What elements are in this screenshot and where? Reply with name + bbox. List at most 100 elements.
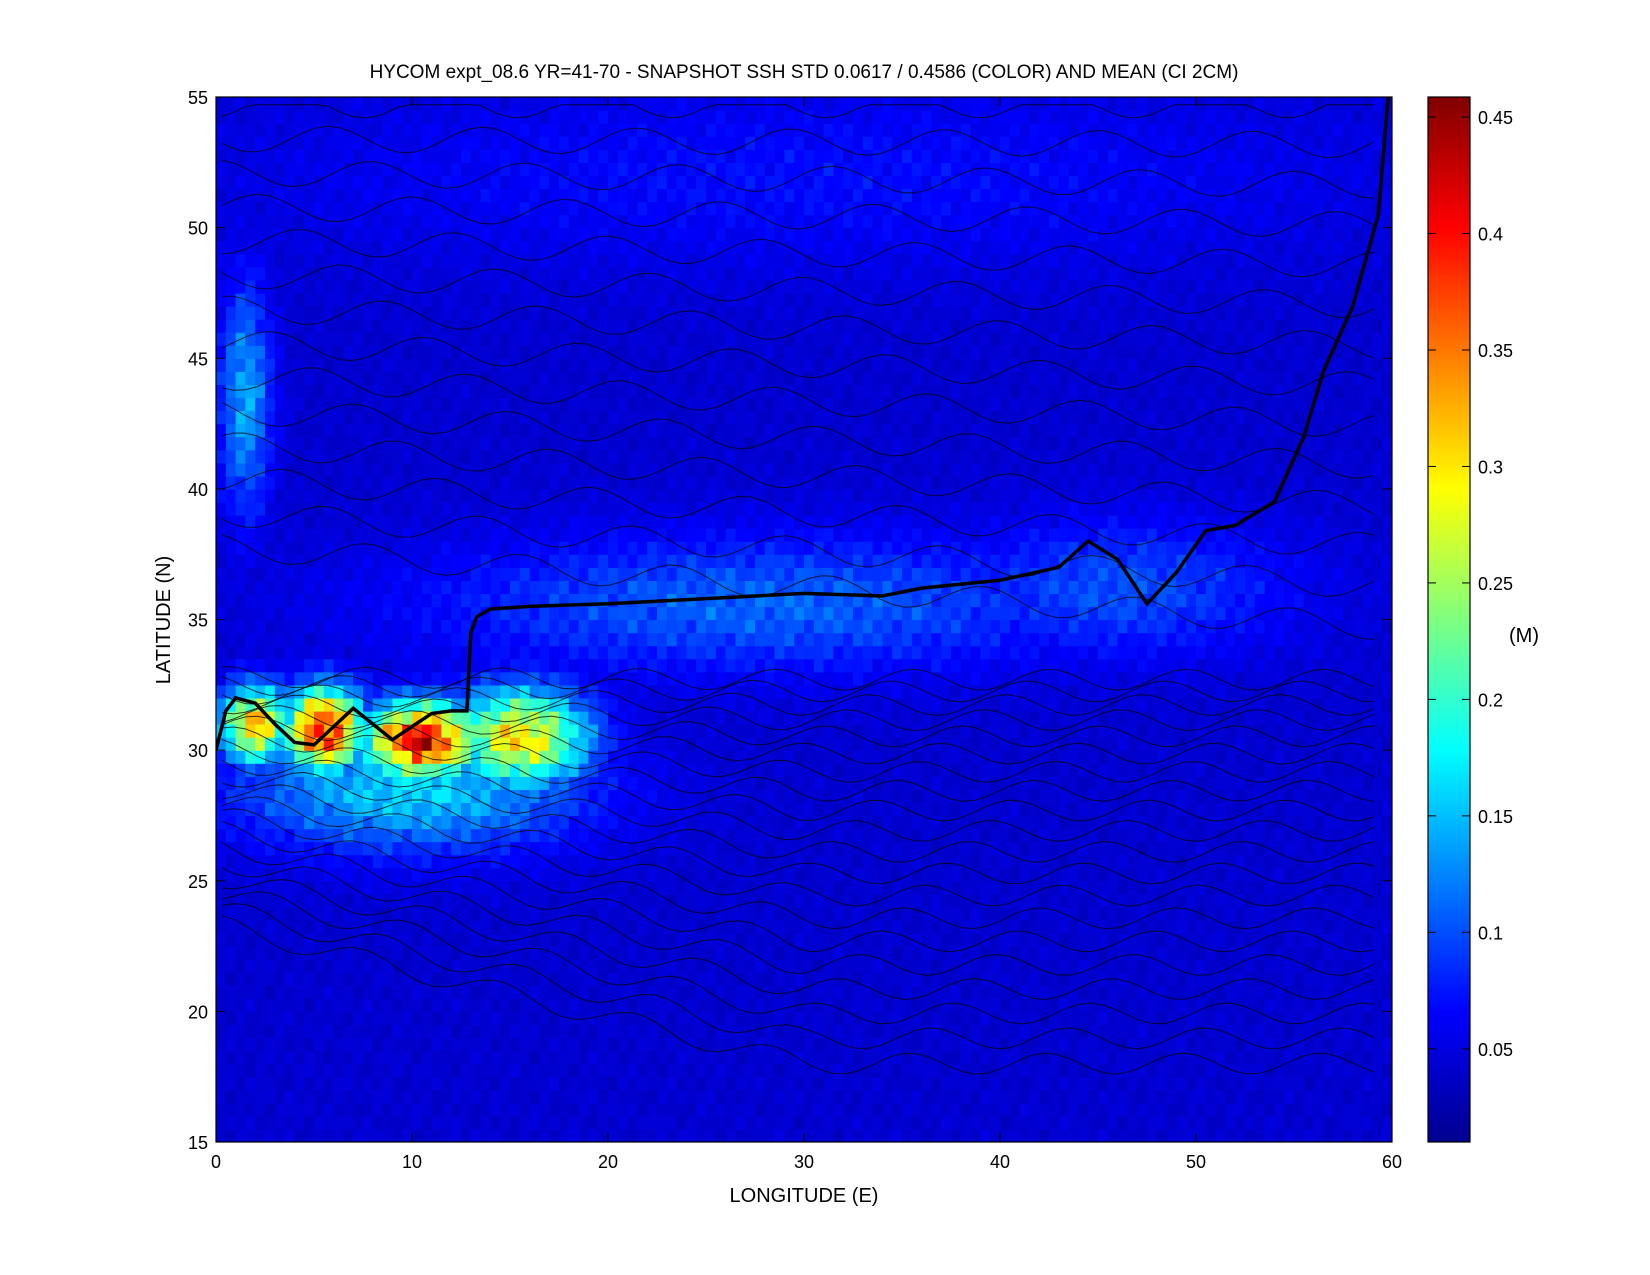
heatmap-cell xyxy=(294,854,305,869)
heatmap-cell xyxy=(549,658,560,673)
heatmap-cell xyxy=(539,1037,550,1052)
heatmap-cell xyxy=(431,488,442,503)
heatmap-cell xyxy=(617,815,629,830)
heatmap-cell xyxy=(706,710,717,725)
heatmap-cell xyxy=(608,580,619,594)
heatmap-cell xyxy=(343,841,354,856)
heatmap-cell xyxy=(323,802,335,817)
heatmap-cell xyxy=(706,724,717,738)
heatmap-cell xyxy=(353,893,364,908)
heatmap-cell xyxy=(490,436,501,451)
heatmap-cell xyxy=(676,423,687,438)
heatmap-cell xyxy=(608,292,619,307)
heatmap-cell xyxy=(774,384,785,399)
heatmap-cell xyxy=(235,737,246,751)
heatmap-cell xyxy=(686,906,697,921)
heatmap-cell xyxy=(657,136,668,150)
heatmap-cell xyxy=(559,919,570,934)
heatmap-cell xyxy=(412,384,423,399)
heatmap-cell xyxy=(216,97,227,111)
heatmap-cell xyxy=(245,136,256,150)
heatmap-cell xyxy=(500,776,511,790)
heatmap-cell xyxy=(323,149,335,163)
heatmap-cell xyxy=(696,789,707,803)
heatmap-cell xyxy=(666,175,678,190)
heatmap-cell xyxy=(774,737,785,751)
heatmap-cell xyxy=(490,97,501,111)
heatmap-cell xyxy=(657,1089,668,1104)
heatmap-cell xyxy=(598,854,609,869)
heatmap-cell xyxy=(451,541,462,555)
heatmap-cell xyxy=(784,384,795,399)
heatmap-cell xyxy=(794,449,805,464)
heatmap-cell xyxy=(813,933,825,947)
heatmap-cell xyxy=(382,789,393,803)
heatmap-cell xyxy=(794,201,805,216)
heatmap-cell xyxy=(735,906,746,921)
heatmap-cell xyxy=(755,1050,766,1065)
heatmap-cell xyxy=(490,397,501,412)
heatmap-cell xyxy=(284,776,295,790)
heatmap-cell xyxy=(559,266,570,281)
heatmap-cell xyxy=(588,423,599,438)
heatmap-cell xyxy=(549,998,560,1012)
heatmap-cell xyxy=(608,110,619,124)
heatmap-cell xyxy=(627,515,638,529)
heatmap-cell xyxy=(265,985,276,999)
heatmap-cell xyxy=(353,802,364,817)
heatmap-cell xyxy=(402,684,413,699)
heatmap-cell xyxy=(461,593,472,608)
heatmap-cell xyxy=(402,279,413,294)
heatmap-cell xyxy=(774,998,785,1012)
heatmap-cell xyxy=(568,97,580,111)
heatmap-cell xyxy=(314,893,325,908)
heatmap-cell xyxy=(323,959,335,973)
heatmap-cell xyxy=(382,658,393,673)
heatmap-cell xyxy=(598,593,609,608)
heatmap-cell xyxy=(392,410,403,425)
heatmap-cell xyxy=(216,240,227,255)
heatmap-cell xyxy=(794,384,805,399)
heatmap-cell xyxy=(314,110,325,124)
heatmap-cell xyxy=(421,475,433,490)
heatmap-cell xyxy=(353,985,364,999)
heatmap-cell xyxy=(431,501,442,516)
heatmap-cell xyxy=(363,789,374,803)
heatmap-cell xyxy=(461,515,472,529)
heatmap-cell xyxy=(363,737,374,751)
heatmap-cell xyxy=(431,645,442,660)
heatmap-cell xyxy=(216,841,227,856)
heatmap-cell xyxy=(274,488,286,503)
heatmap-cell xyxy=(255,946,266,960)
heatmap-cell xyxy=(637,985,648,999)
heatmap-cell xyxy=(823,1024,834,1039)
heatmap-cell xyxy=(666,358,678,372)
heatmap-cell xyxy=(421,1011,433,1026)
heatmap-cell xyxy=(216,371,227,385)
heatmap-cell xyxy=(265,645,276,660)
heatmap-cell xyxy=(784,854,795,869)
heatmap-cell xyxy=(539,397,550,412)
heatmap-cell xyxy=(608,619,619,634)
heatmap-cell xyxy=(794,972,805,986)
heatmap-cell xyxy=(343,358,354,372)
heatmap-cell xyxy=(245,658,256,673)
heatmap-cell xyxy=(715,358,727,372)
heatmap-cell xyxy=(657,475,668,490)
heatmap-cell xyxy=(725,763,736,777)
heatmap-cell xyxy=(568,149,580,163)
heatmap-cell xyxy=(216,567,227,581)
heatmap-cell xyxy=(470,959,482,973)
heatmap-cell xyxy=(549,1128,560,1142)
heatmap-cell xyxy=(559,136,570,150)
heatmap-cell xyxy=(255,893,266,908)
heatmap-cell xyxy=(461,645,472,660)
heatmap-cell xyxy=(216,449,227,464)
heatmap-cell xyxy=(255,1115,266,1130)
heatmap-cell xyxy=(451,789,462,803)
heatmap-cell xyxy=(549,319,560,333)
heatmap-cell xyxy=(813,776,825,790)
heatmap-cell xyxy=(706,697,717,712)
heatmap-cell xyxy=(451,384,462,399)
heatmap-cell xyxy=(568,162,580,176)
